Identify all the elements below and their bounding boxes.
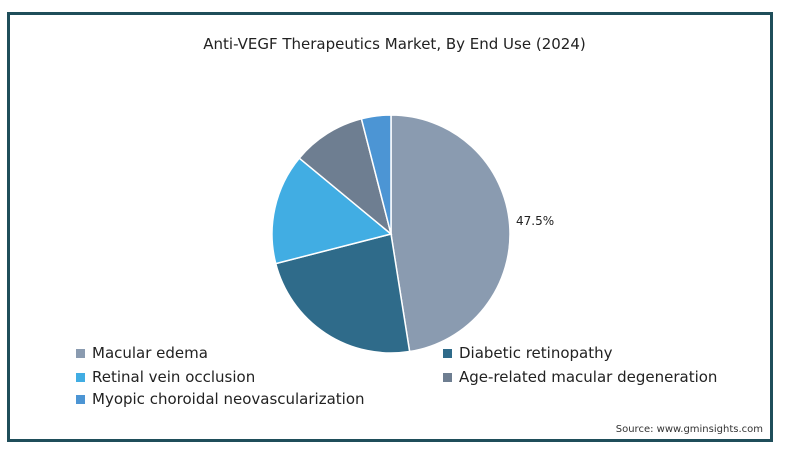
legend-swatch — [443, 348, 452, 358]
data-label-macular-edema: 47.5% — [516, 214, 555, 228]
legend-swatch — [76, 394, 85, 404]
chart-title: Anti-VEGF Therapeutics Market, By End Us… — [203, 35, 586, 53]
legend-label: Age-related macular degeneration — [459, 368, 718, 386]
pie-slice-myopic-choroidal-neovascularization — [360, 114, 392, 235]
legend-label: Myopic choroidal neovascularization — [92, 390, 365, 408]
legend-label: Diabetic retinopathy — [459, 344, 613, 362]
legend-item-age-related-macular-degeneration: Age-related macular degeneration — [443, 368, 717, 386]
legend-item-retinal-vein-occlusion: Retinal vein occlusion — [76, 368, 255, 386]
legend-label: Retinal vein occlusion — [92, 368, 256, 386]
legend-swatch — [76, 348, 85, 358]
legend-item-macular-edema: Macular edema — [76, 344, 208, 362]
legend-item-diabetic-retinopathy: Diabetic retinopathy — [443, 344, 613, 362]
pie-slice-retinal-vein-occlusion — [271, 157, 393, 265]
legend-swatch — [443, 372, 452, 382]
source-note: Source: www.gminsights.com — [615, 424, 763, 435]
legend-label: Macular edema — [92, 344, 208, 362]
legend-swatch — [76, 372, 85, 382]
legend-item-myopic-choroidal-neovascularization: Myopic choroidal neovascularization — [76, 390, 365, 408]
pie-slice-diabetic-retinopathy — [274, 233, 411, 354]
pie-slice-macular-edema — [390, 114, 511, 353]
